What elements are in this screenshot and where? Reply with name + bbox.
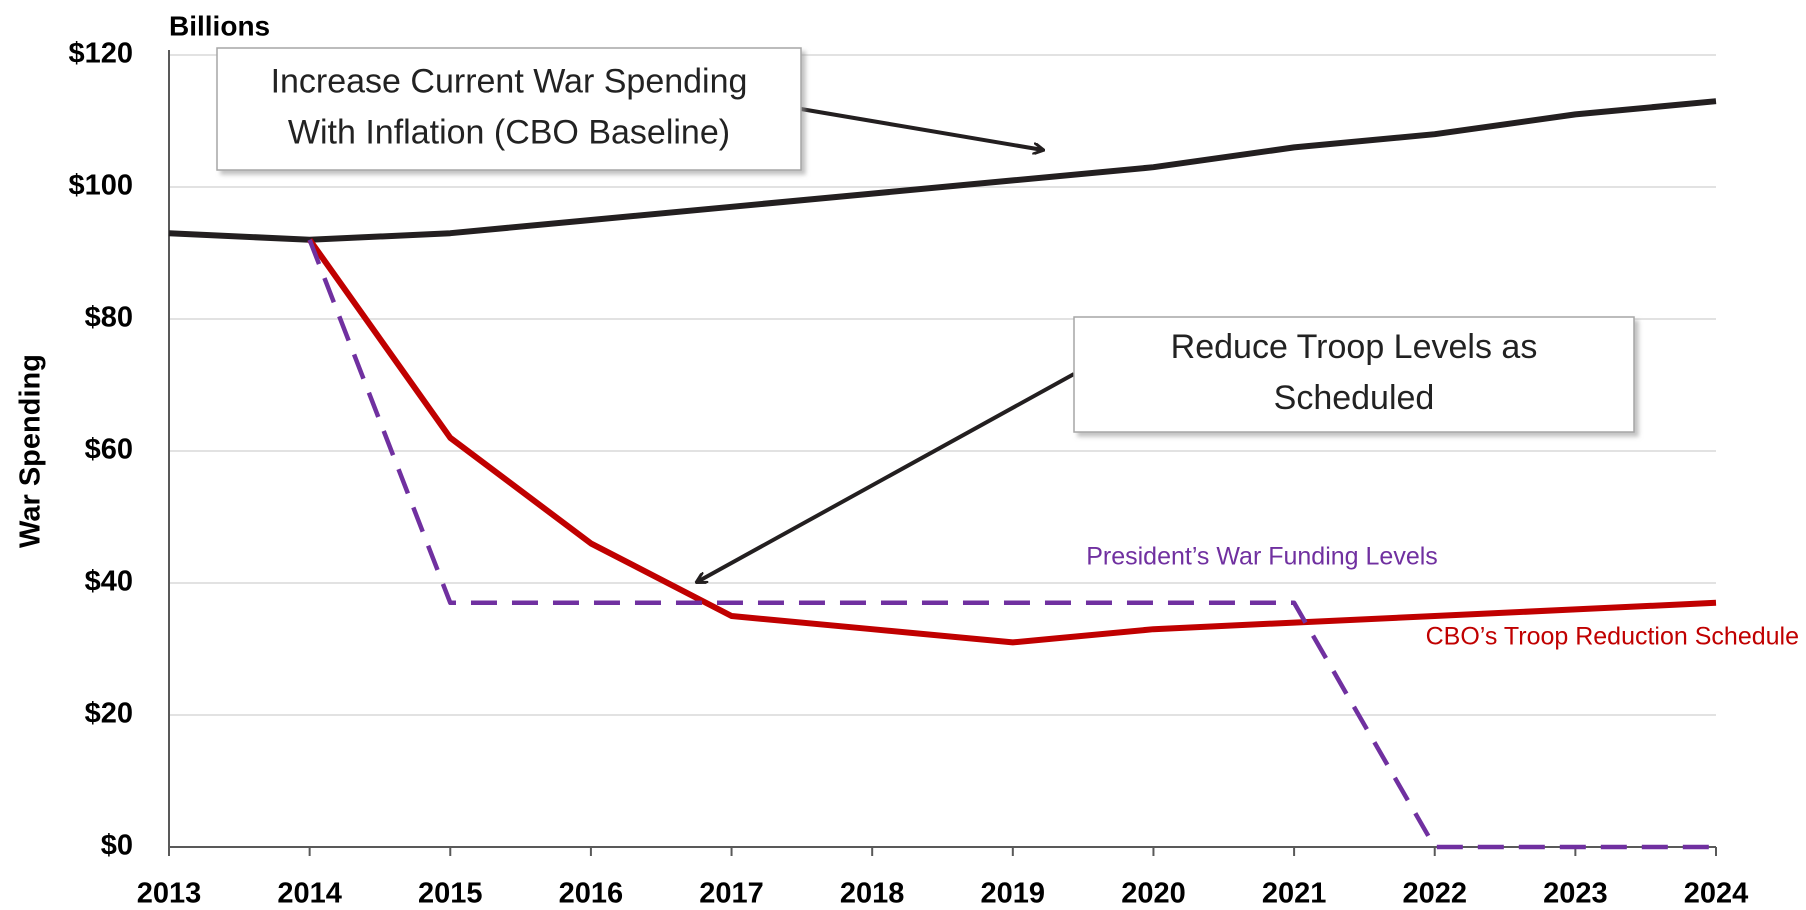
annotation-text: Reduce Troop Levels as	[1171, 328, 1538, 366]
annotation-text: Increase Current War Spending	[271, 62, 748, 100]
unit-label: Billions	[169, 10, 270, 41]
annotation-arrow	[697, 372, 1075, 582]
x-tick-label: 2024	[1684, 878, 1749, 910]
x-tick-label: 2019	[981, 878, 1046, 910]
series-line	[168, 98, 1717, 243]
x-tick-label: 2013	[137, 878, 202, 910]
x-tick-label: 2018	[840, 878, 905, 910]
y-tick-label: $20	[85, 698, 133, 730]
y-tick-label: $40	[85, 566, 133, 598]
annotation-arrow	[800, 107, 1043, 150]
annotation-text: With Inflation (CBO Baseline)	[288, 113, 730, 151]
x-tick-label: 2015	[418, 878, 483, 910]
y-tick-label: $0	[101, 830, 133, 862]
y-tick-label: $100	[68, 170, 133, 202]
series-label: CBO’s Troop Reduction Schedule	[1426, 623, 1799, 651]
series-line	[307, 238, 1716, 850]
x-tick-label: 2023	[1543, 878, 1608, 910]
y-tick-label: $80	[85, 302, 133, 334]
y-axis-label: War Spending	[15, 354, 47, 548]
series-label: President’s War Funding Levels	[1086, 543, 1438, 571]
x-tick-label: 2021	[1262, 878, 1327, 910]
x-tick-label: 2014	[277, 878, 342, 910]
y-tick-label: $60	[85, 434, 133, 466]
annotation-text: Scheduled	[1274, 379, 1435, 417]
y-tick-label: $120	[68, 38, 133, 70]
x-tick-label: 2016	[559, 878, 624, 910]
x-tick-label: 2020	[1121, 878, 1186, 910]
annotation-box	[1073, 316, 1635, 433]
x-tick-label: 2017	[699, 878, 764, 910]
annotation-box	[216, 47, 802, 171]
series-line	[307, 238, 1717, 646]
x-tick-label: 2022	[1402, 878, 1467, 910]
